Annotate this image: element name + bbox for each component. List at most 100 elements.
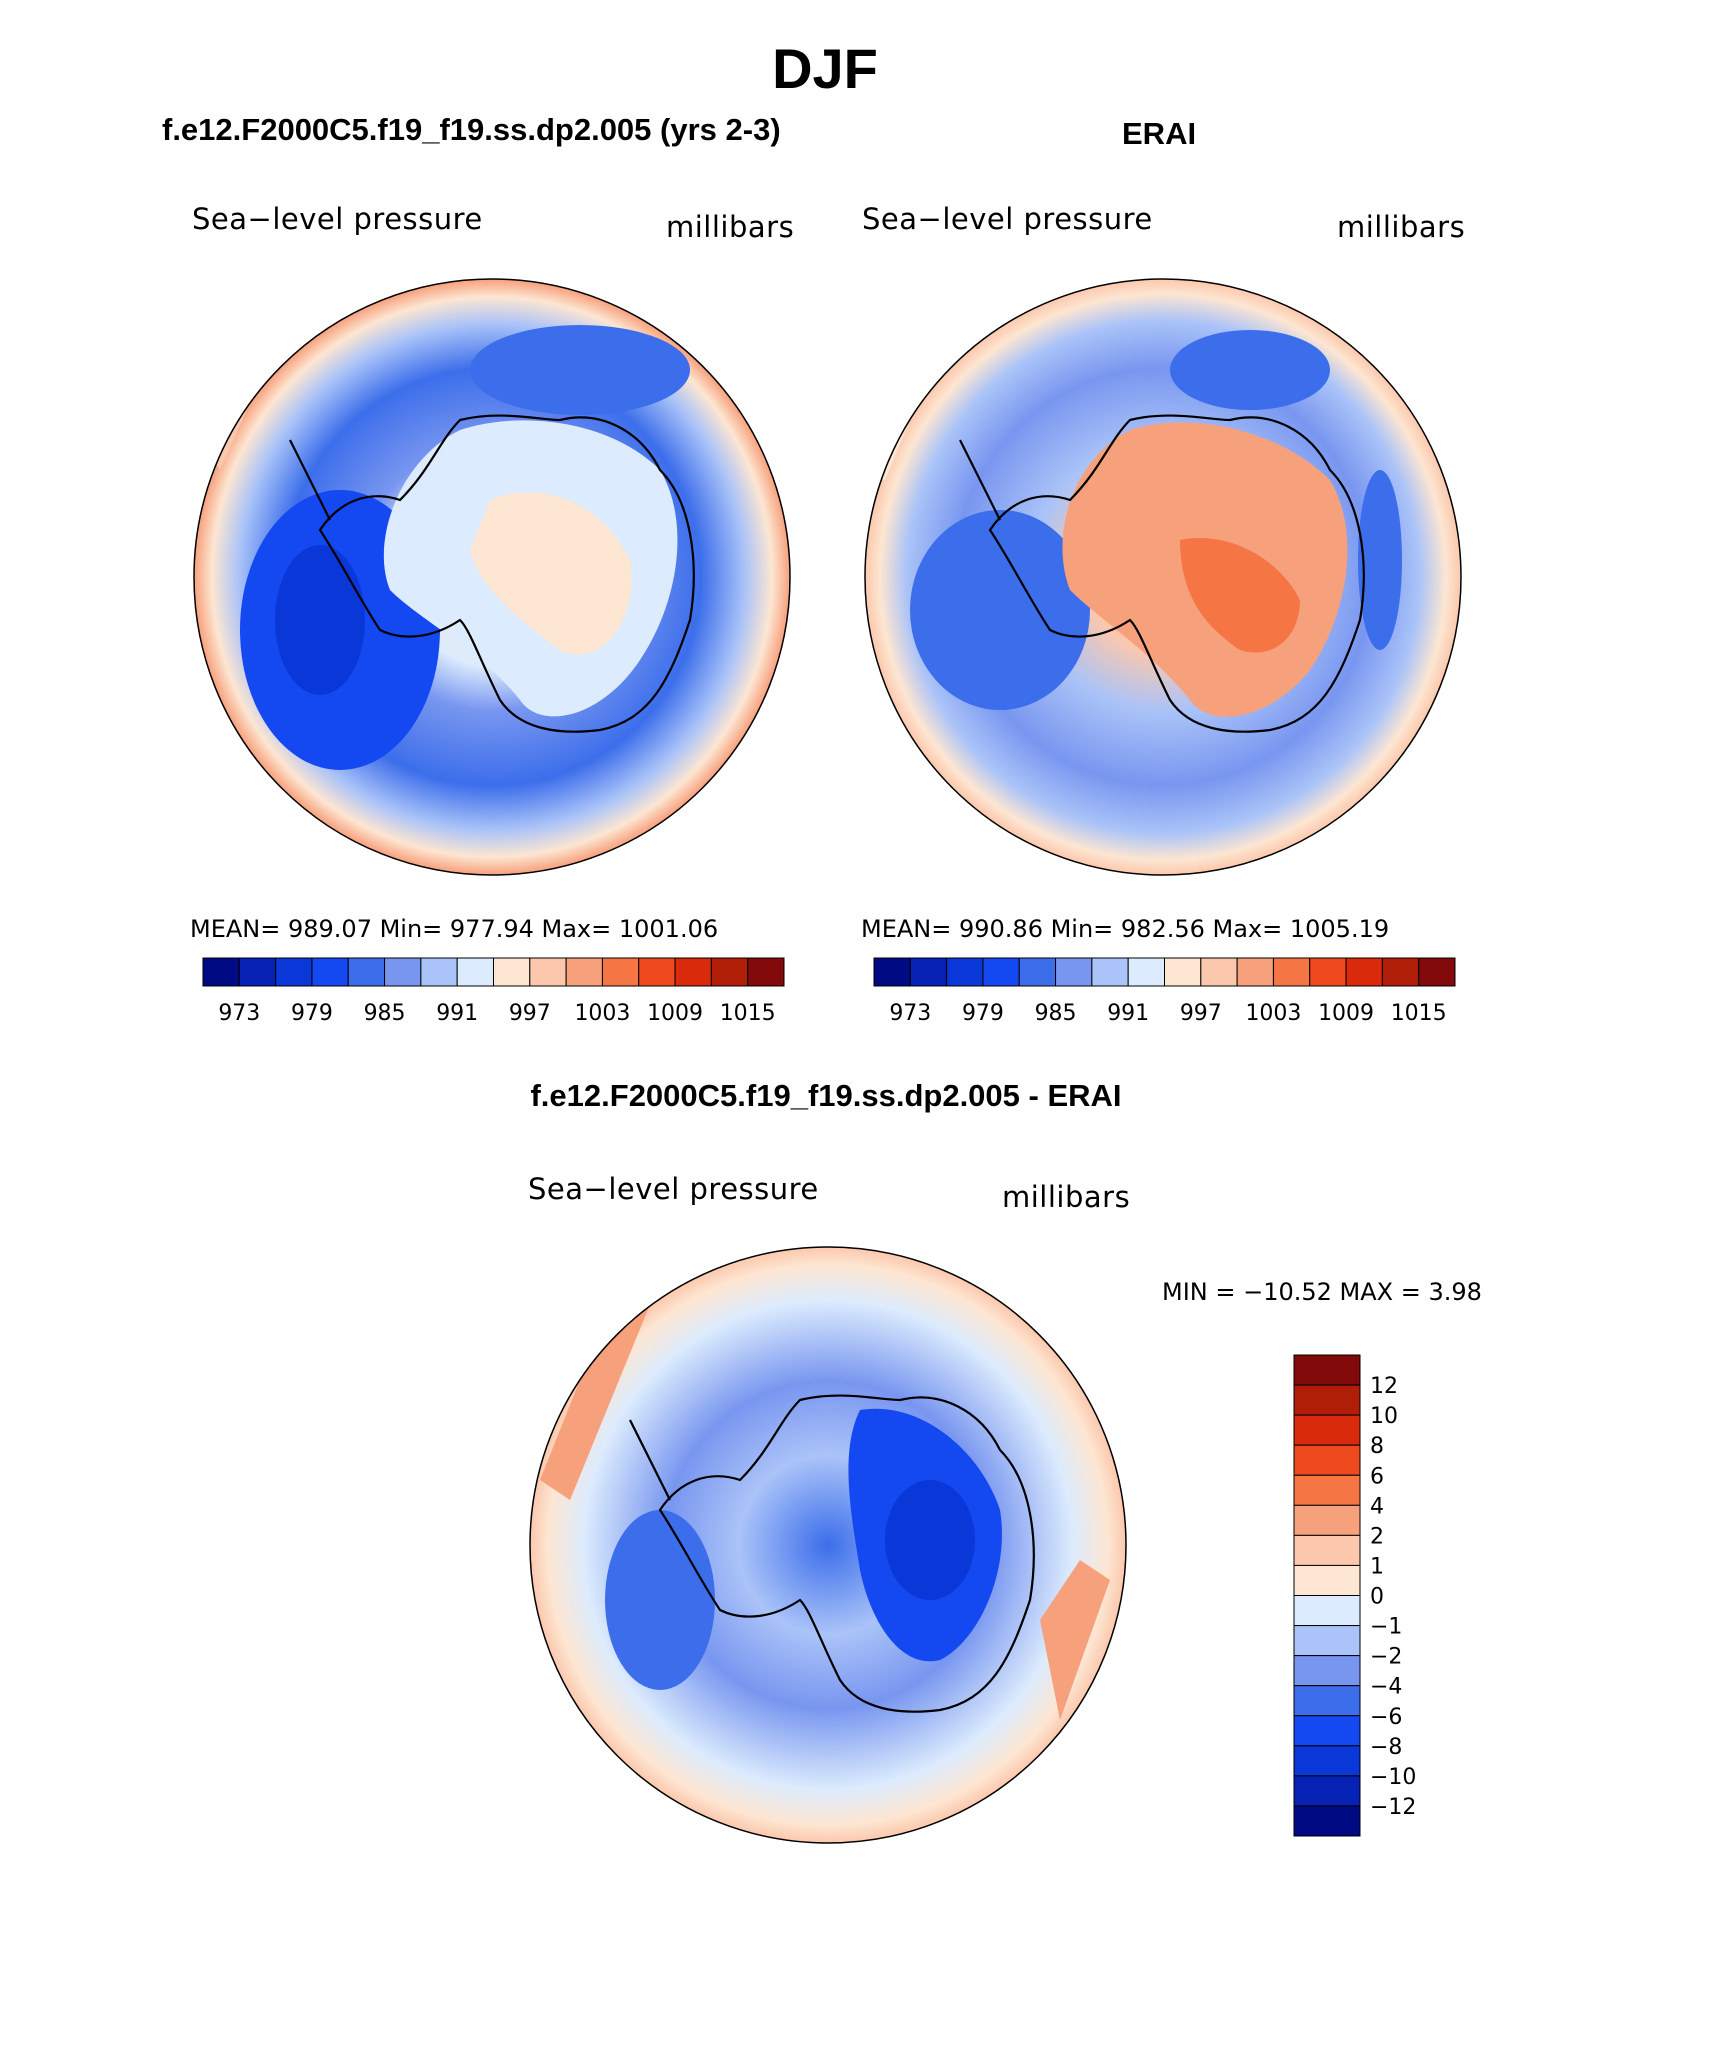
diff-colorbar-box-15 [1293, 1805, 1361, 1837]
obs-colorbar-tick-label: 1009 [1318, 1001, 1374, 1026]
model-colorbar-tick-label: 1009 [647, 1001, 703, 1026]
obs-panel-title: ERAI [1122, 116, 1197, 151]
diff-colorbar-box-10 [1293, 1655, 1361, 1687]
diff-colorbar-tick-label: −6 [1370, 1705, 1402, 1730]
model-colorbar-box-10 [565, 957, 603, 987]
diff-colorbar-box-5 [1293, 1504, 1361, 1536]
diff-colorbar-tick-label: −1 [1370, 1615, 1402, 1640]
model-colorbar-box-14 [710, 957, 749, 987]
model-colorbar-box-8 [493, 957, 531, 987]
obs-colorbar-tick-label: 979 [962, 1001, 1004, 1026]
obs-colorbar-tick-label: 973 [889, 1001, 931, 1026]
diff-colorbar-tick-label: 10 [1370, 1404, 1398, 1429]
obs-colorbar-box-15 [1418, 957, 1456, 987]
obs-map-peninsula [959, 439, 1001, 521]
diff-colorbar-box-3 [1293, 1444, 1361, 1476]
obs-colorbar-tick-label: 991 [1107, 1001, 1149, 1026]
diff-colorbar-tick-label: 4 [1370, 1494, 1384, 1519]
obs-map-plateau-core [1180, 538, 1300, 653]
diff-colorbar-tick-label: −10 [1370, 1765, 1416, 1790]
model-colorbar-box-15 [747, 957, 785, 987]
model-colorbar-box-2 [275, 957, 313, 987]
diff-panel-title: f.e12.F2000C5.f19_f19.ss.dp2.005 - ERAI [530, 1078, 1122, 1113]
model-map-secondary-low [470, 325, 690, 415]
obs-colorbar-tick-label: 997 [1180, 1001, 1222, 1026]
obs-colorbar-tick-label: 985 [1035, 1001, 1077, 1026]
obs-colorbar-box-7 [1127, 957, 1165, 987]
diff-map-west-low [605, 1510, 715, 1690]
model-map-low-core [275, 545, 365, 695]
model-colorbar-tick-label: 1015 [720, 1001, 776, 1026]
model-units-label: millibars [666, 210, 795, 244]
diff-colorbar-tick-label: 6 [1370, 1464, 1384, 1489]
model-colorbar-box-11 [601, 957, 640, 987]
diff-map-east-high [1040, 1560, 1110, 1720]
obs-map-coastline [988, 414, 1365, 733]
diff-variable-label: Sea−level pressure [528, 1172, 819, 1206]
diff-colorbar-tick-label: 12 [1370, 1374, 1398, 1399]
model-panel-title: f.e12.F2000C5.f19_f19.ss.dp2.005 (yrs 2-… [162, 112, 781, 147]
obs-colorbar-box-4 [1018, 957, 1057, 987]
obs-colorbar-box-12 [1309, 957, 1347, 987]
diff-colorbar-tick-label: −4 [1370, 1675, 1402, 1700]
obs-colorbar-box-11 [1272, 957, 1311, 987]
diff-units-label: millibars [1002, 1180, 1131, 1214]
obs-colorbar-box-13 [1345, 957, 1383, 987]
diff-colorbar-box-2 [1293, 1414, 1361, 1446]
model-map-plateau-high [470, 492, 632, 655]
diff-map-peninsula [629, 1419, 671, 1501]
obs-map-east-low [1358, 470, 1402, 650]
diff-map-plateau-core [885, 1480, 975, 1600]
diff-map-border [529, 1246, 1127, 1844]
model-map [193, 278, 791, 876]
model-colorbar-tick-label: 997 [509, 1001, 551, 1026]
obs-map-border [864, 278, 1462, 876]
diff-colorbar-tick-label: 0 [1370, 1585, 1384, 1610]
obs-colorbar-box-8 [1164, 957, 1202, 987]
obs-map-low-band [910, 510, 1090, 710]
model-colorbar-box-6 [420, 957, 458, 987]
colorbars: 973 979 985 991 997 1003 1009 1015 973 979 985 991 9… [202, 957, 1456, 1837]
obs-colorbar-box-9 [1200, 957, 1238, 987]
diff-stats: MIN = −10.52 MAX = 3.98 [1162, 1278, 1482, 1306]
diff-map-west-high [540, 1280, 660, 1500]
diff-map [529, 1246, 1127, 1844]
diff-colorbar-tick-label: −2 [1370, 1645, 1402, 1670]
model-colorbar-box-3 [311, 957, 349, 987]
model-colorbar-box-12 [638, 957, 676, 987]
model-colorbar-box-4 [347, 957, 386, 987]
model-map-peninsula [289, 439, 331, 521]
diff-colorbar-box-4 [1293, 1474, 1361, 1506]
obs-stats: MEAN= 990.86 Min= 982.56 Max= 1005.19 [861, 915, 1390, 943]
model-colorbar-tick-label: 991 [436, 1001, 478, 1026]
model-colorbar-box-13 [674, 957, 712, 987]
diff-map-coastline [658, 1394, 1035, 1713]
obs-colorbar-box-10 [1236, 957, 1274, 987]
model-colorbar-tick-label: 973 [218, 1001, 260, 1026]
diff-colorbar-tick-label: 1 [1370, 1554, 1384, 1579]
obs-colorbar-box-3 [982, 957, 1020, 987]
diff-colorbar-box-6 [1293, 1534, 1361, 1566]
obs-variable-label: Sea−level pressure [862, 202, 1153, 236]
diff-colorbar-box-9 [1293, 1625, 1361, 1657]
model-colorbar-box-1 [238, 957, 277, 987]
diff-colorbar-box-7 [1293, 1564, 1361, 1596]
obs-colorbar-tick-label: 1015 [1391, 1001, 1447, 1026]
diff-colorbar-tick-label: 8 [1370, 1434, 1384, 1459]
diff-colorbar-box-8 [1293, 1595, 1361, 1627]
figure-title: DJF [772, 37, 878, 100]
diff-colorbar-tick-label: −12 [1370, 1795, 1416, 1820]
model-colorbar-box-7 [456, 957, 494, 987]
model-map-border [193, 278, 791, 876]
model-colorbar-tick-label: 985 [364, 1001, 406, 1026]
diff-colorbar-box-0 [1293, 1354, 1361, 1386]
obs-colorbar-box-6 [1091, 957, 1129, 987]
obs-colorbar-box-1 [909, 957, 948, 987]
obs-map [864, 278, 1462, 876]
diff-colorbar-tick-label: −8 [1370, 1735, 1402, 1760]
obs-colorbar-box-5 [1055, 957, 1093, 987]
model-colorbar-tick-label: 979 [291, 1001, 333, 1026]
model-colorbar-box-5 [384, 957, 422, 987]
diff-colorbar-tick-label: 2 [1370, 1524, 1384, 1549]
